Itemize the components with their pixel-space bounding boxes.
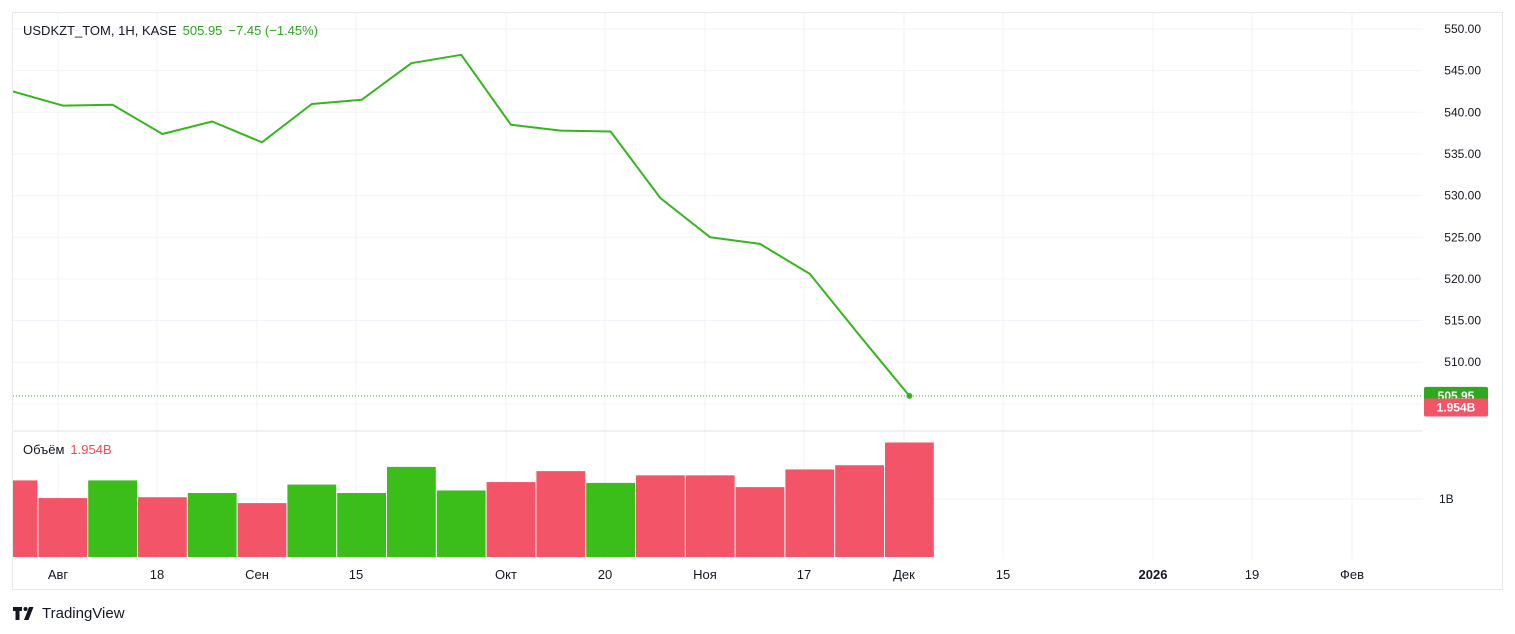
volume-legend[interactable]: Объём 1.954B [23, 442, 112, 457]
time-tick-label: 2026 [1139, 567, 1168, 582]
volume-bar [536, 471, 586, 557]
symbol-legend[interactable]: USDKZT_TOM, 1H, KASE 505.95 −7.45 (−1.45%) [23, 23, 318, 38]
price-tick-label: 550.00 [1444, 22, 1481, 36]
time-tick-label: Авг [48, 567, 69, 582]
last-price-value: 505.95 [182, 23, 223, 38]
price-tick-label: 535.00 [1444, 147, 1481, 161]
volume-bar [187, 493, 237, 557]
time-tick-label: Дек [893, 567, 915, 582]
price-change: −7.45 (−1.45%) [228, 23, 319, 38]
volume-badge: 1.954B [1424, 398, 1488, 417]
time-tick-label: 19 [1245, 567, 1259, 582]
price-axis: 550.00 545.00 540.00 535.00 530.00 525.00 520.… [1444, 22, 1481, 369]
volume-badge-label: 1.954B [1437, 400, 1476, 414]
volume-value: 1.954B [70, 442, 112, 457]
time-tick-label: 15 [996, 567, 1010, 582]
volume-bars [13, 442, 934, 557]
volume-bar [835, 465, 884, 557]
volume-bar [586, 482, 635, 557]
price-tick-label: 530.00 [1444, 189, 1481, 203]
chart-frame: 550.00 545.00 540.00 535.00 530.00 525.00 520.… [12, 12, 1503, 590]
volume-bar [685, 475, 735, 557]
time-tick-label: Окт [495, 567, 517, 582]
time-tick-label: 18 [150, 567, 164, 582]
volume-bar [785, 469, 835, 557]
time-tick-label: Ноя [693, 567, 717, 582]
time-tick-label: Фев [1340, 567, 1364, 582]
tradingview-logo-icon [13, 607, 34, 620]
price-series-line [12, 53, 911, 397]
volume-bar [735, 487, 785, 557]
volume-bar [138, 497, 187, 557]
volume-bar [636, 475, 685, 557]
price-tick-label: 525.00 [1444, 230, 1481, 244]
volume-bar [88, 480, 137, 557]
time-tick-label: Сен [245, 567, 269, 582]
volume-bar [38, 498, 88, 557]
volume-bar [885, 442, 934, 557]
price-tick-label: 540.00 [1444, 105, 1481, 119]
symbol-title: USDKZT_TOM, 1H, KASE [23, 23, 177, 38]
last-price-dot [906, 392, 913, 399]
price-tick-label: 515.00 [1444, 314, 1481, 328]
volume-bar [436, 490, 486, 557]
volume-title: Объём [23, 442, 65, 457]
brand-name: TradingView [42, 604, 125, 622]
price-tick-label: 510.00 [1444, 355, 1481, 369]
time-tick-label: 20 [598, 567, 612, 582]
volume-axis-label: 1B [1439, 492, 1454, 506]
volume-bar [337, 493, 386, 557]
price-tick-label: 520.00 [1444, 272, 1481, 286]
time-axis: Авг 18 Сен 15 Окт 20 Ноя 17 Дек 15 2026 19 Фев [48, 567, 1364, 582]
chart-canvas[interactable]: 550.00 545.00 540.00 535.00 530.00 525.00 520.… [12, 13, 1504, 591]
time-tick-label: 17 [797, 567, 811, 582]
volume-bar [387, 466, 436, 557]
price-tick-label: 545.00 [1444, 64, 1481, 78]
volume-bar [237, 503, 287, 557]
time-tick-label: 15 [349, 567, 363, 582]
volume-bar [287, 484, 337, 557]
tradingview-brand[interactable]: TradingView [12, 602, 125, 624]
volume-bar [486, 482, 536, 557]
volume-bar [13, 480, 38, 557]
